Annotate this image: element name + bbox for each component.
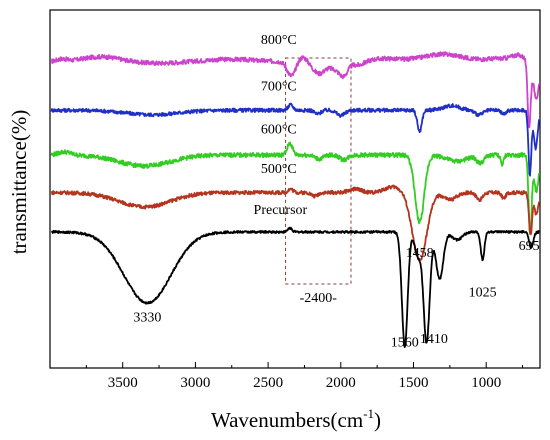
peak-label: 1458	[406, 246, 434, 261]
x-tick-label: 3500	[108, 375, 138, 391]
highlight-box	[285, 57, 352, 285]
series-label-precursor: Precursor	[254, 203, 308, 218]
plot-frame	[49, 9, 541, 369]
peak-label: 3330	[133, 310, 161, 325]
highlight-label: -2400-	[300, 291, 338, 306]
annotation-labels: 800°C 700°C 600°C 500°C Precursor 3330 1458 695…	[133, 33, 539, 351]
series-line-700-c	[50, 102, 540, 177]
x-tick-label: 1500	[399, 375, 429, 391]
x-axis-title-end: )	[374, 408, 381, 432]
series-line-800-c	[51, 51, 540, 129]
x-axis-ticks: 3500 3000 2500 2000 1500 1000	[85, 362, 524, 391]
series-line-precursor	[50, 226, 540, 348]
y-axis-title: transmittance(%)	[7, 110, 31, 255]
x-axis-title-superscript: -1	[363, 406, 374, 421]
x-tick-label: 2500	[253, 375, 283, 391]
peak-label: 1410	[420, 332, 448, 347]
series-line-600-c	[50, 141, 540, 235]
series-label-700-c: 700°C	[261, 80, 297, 95]
x-axis-title-main: Wavenumbers(cm	[211, 408, 363, 432]
x-tick-label: 1000	[471, 375, 501, 391]
peak-label: 695	[519, 239, 540, 254]
series-label-500-c: 500°C	[261, 162, 297, 177]
highlight-region: -2400-	[285, 57, 352, 306]
series-group	[50, 51, 540, 348]
series-line-500-c	[50, 184, 540, 262]
peak-label: 1560	[391, 336, 419, 351]
peak-label: 1025	[469, 285, 497, 300]
x-tick-label: 3000	[180, 375, 210, 391]
series-label-800-c: 800°C	[261, 33, 297, 48]
series-label-600-c: 600°C	[261, 123, 297, 138]
x-axis-title: Wavenumbers(cm-1)	[211, 406, 381, 432]
x-tick-label: 2000	[326, 375, 356, 391]
